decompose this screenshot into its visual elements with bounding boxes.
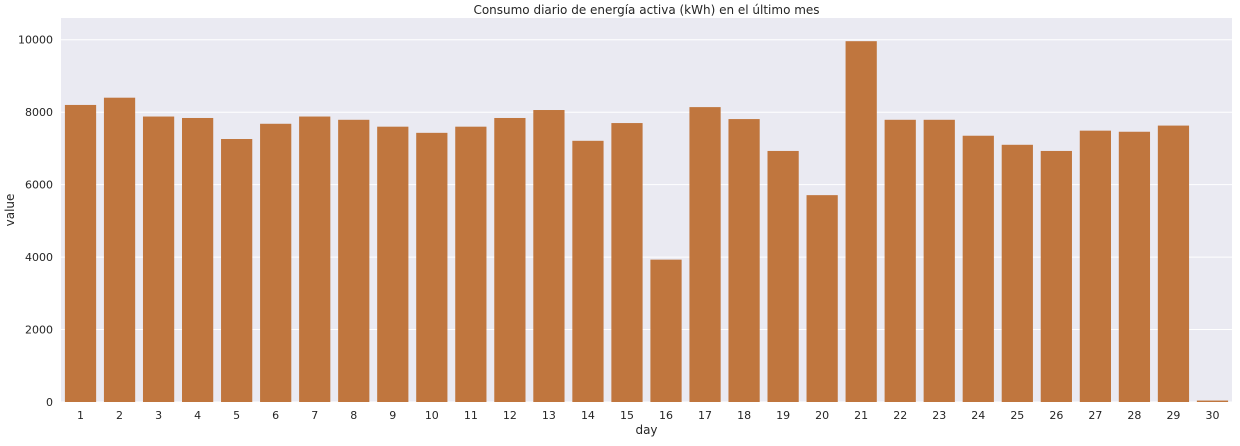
x-tick-label: 9 <box>389 409 396 422</box>
x-tick-labels: 1 2 3 4 5 6 7 8 9 10 11 12 13 14 15 16 17 18 19 20 21 22 23 24 2… <box>77 409 1219 422</box>
bar-day-8 <box>338 119 370 402</box>
x-tick-label: 4 <box>194 409 201 422</box>
x-tick-label: 20 <box>815 409 829 422</box>
bar-day-21 <box>845 41 877 402</box>
y-tick-label: 4000 <box>25 251 53 264</box>
bar-day-30 <box>1196 400 1229 402</box>
bar-day-14 <box>572 140 604 402</box>
x-tick-label: 2 <box>116 409 123 422</box>
x-tick-label: 16 <box>659 409 673 422</box>
x-tick-label: 19 <box>776 409 790 422</box>
x-tick-label: 15 <box>620 409 634 422</box>
bar-day-6 <box>260 123 292 403</box>
bar-day-3 <box>142 116 175 402</box>
x-tick-label: 25 <box>1010 409 1024 422</box>
x-tick-label: 10 <box>425 409 439 422</box>
x-tick-label: 28 <box>1127 409 1141 422</box>
x-axis-label: day <box>635 423 657 437</box>
bar-day-28 <box>1118 131 1151 402</box>
x-tick-label: 12 <box>503 409 517 422</box>
bar-day-13 <box>533 110 565 403</box>
y-tick-label: 10000 <box>18 34 53 47</box>
bar-day-5 <box>221 138 253 403</box>
bar-day-4 <box>182 117 214 402</box>
bar-day-29 <box>1157 125 1190 402</box>
bar-day-10 <box>416 132 448 402</box>
x-tick-label: 7 <box>311 409 318 422</box>
x-tick-label: 24 <box>971 409 985 422</box>
bar-day-23 <box>923 119 955 402</box>
bar-day-25 <box>1001 144 1033 402</box>
x-tick-label: 3 <box>155 409 162 422</box>
bar-day-16 <box>650 259 682 402</box>
y-tick-labels: 0 2000 4000 6000 8000 10000 <box>18 34 53 409</box>
bar-day-15 <box>611 123 643 402</box>
x-tick-label: 18 <box>737 409 751 422</box>
x-tick-label: 13 <box>542 409 556 422</box>
x-tick-label: 8 <box>350 409 357 422</box>
x-tick-label: 23 <box>932 409 946 422</box>
bar-day-9 <box>377 126 409 402</box>
x-tick-label: 26 <box>1049 409 1063 422</box>
grid-lines <box>61 39 1232 403</box>
bar-day-19 <box>767 150 799 402</box>
x-tick-label: 14 <box>581 409 595 422</box>
bar-day-24 <box>962 135 994 403</box>
bar-day-2 <box>103 97 136 402</box>
bar-day-18 <box>728 119 760 402</box>
plot-area <box>61 18 1232 402</box>
chart-title: Consumo diario de energía activa (kWh) e… <box>473 3 819 17</box>
bar-day-20 <box>806 195 838 402</box>
bar-day-17 <box>689 107 721 403</box>
x-tick-label: 30 <box>1205 409 1219 422</box>
bar-day-1 <box>64 104 97 403</box>
bar-day-11 <box>455 126 487 402</box>
bars <box>64 41 1229 403</box>
x-tick-label: 27 <box>1088 409 1102 422</box>
y-tick-label: 8000 <box>25 106 53 119</box>
bar-day-22 <box>884 119 916 402</box>
y-tick-label: 0 <box>46 396 53 409</box>
x-tick-label: 17 <box>698 409 712 422</box>
bar-day-7 <box>299 116 331 402</box>
x-tick-label: 11 <box>464 409 478 422</box>
y-tick-label: 6000 <box>25 179 53 192</box>
bar-day-12 <box>494 117 526 402</box>
x-tick-label: 29 <box>1166 409 1180 422</box>
y-tick-label: 2000 <box>25 324 53 337</box>
x-tick-label: 21 <box>854 409 868 422</box>
y-axis-label: value <box>3 194 17 227</box>
bar-day-26 <box>1040 150 1072 402</box>
x-tick-label: 22 <box>893 409 907 422</box>
x-tick-label: 5 <box>233 409 240 422</box>
x-tick-label: 6 <box>272 409 279 422</box>
bar-day-27 <box>1079 130 1111 402</box>
x-tick-label: 1 <box>77 409 84 422</box>
